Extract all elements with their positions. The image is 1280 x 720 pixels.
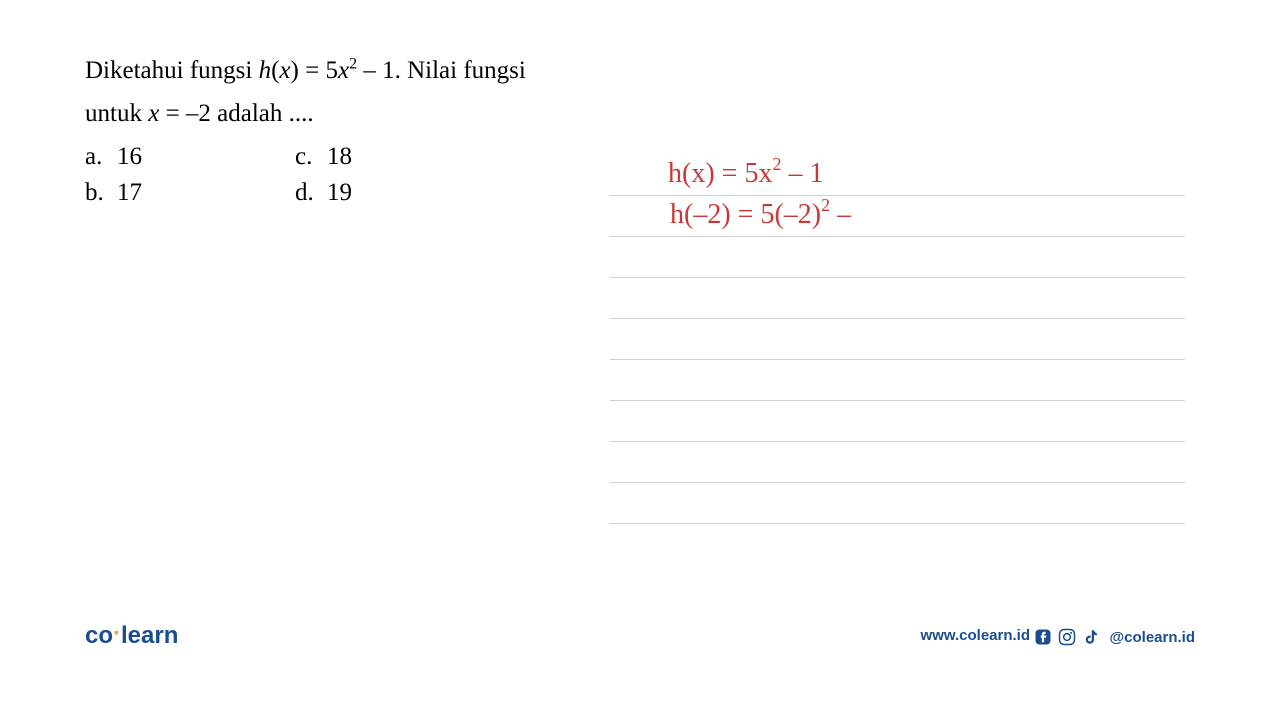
- socials: @colearn.id: [1034, 628, 1195, 646]
- q-post: – 1. Nilai fungsi: [357, 57, 526, 84]
- option-d: d.19: [295, 179, 505, 207]
- option-value: 17: [117, 179, 142, 206]
- hw2-exp: 2: [821, 195, 830, 215]
- hw2-b: –: [830, 199, 851, 230]
- hw2-a: h(–2) = 5(–2): [670, 199, 821, 230]
- q-eq: ) = 5: [291, 57, 338, 84]
- hw1-exp: 2: [772, 154, 781, 174]
- logo-learn: learn: [121, 622, 178, 649]
- ruled-line: [610, 442, 1185, 483]
- q2-var: x: [148, 100, 159, 127]
- q-func: h: [259, 57, 272, 84]
- question-area: Diketahui fungsi h(x) = 5x2 – 1. Nilai f…: [85, 50, 595, 207]
- logo: co·learn: [85, 622, 178, 650]
- ruled-line: h(x) = 5x2 – 1: [610, 155, 1185, 196]
- website-url: www.colearn.id: [921, 627, 1030, 644]
- ruled-line: [610, 401, 1185, 442]
- option-a: a.16: [85, 143, 295, 171]
- handwriting-area: h(x) = 5x2 – 1 h(–2) = 5(–2)2 –: [610, 155, 1185, 524]
- handwriting-line-1: h(x) = 5x2 – 1: [668, 158, 823, 190]
- handwriting-line-2: h(–2) = 5(–2)2 –: [670, 199, 851, 231]
- ruled-line: [610, 360, 1185, 401]
- hw1-b: – 1: [781, 158, 823, 189]
- social-handle: @colearn.id: [1110, 629, 1195, 646]
- option-letter: a.: [85, 143, 117, 171]
- ruled-line: [610, 237, 1185, 278]
- question-line-2: untuk x = –2 adalah ....: [85, 93, 595, 136]
- question-line-1: Diketahui fungsi h(x) = 5x2 – 1. Nilai f…: [85, 50, 595, 93]
- logo-dot: ·: [113, 620, 121, 647]
- option-value: 18: [327, 143, 352, 170]
- ruled-line: [610, 278, 1185, 319]
- q-exp: 2: [349, 56, 357, 73]
- q-text: Diketahui fungsi: [85, 57, 259, 84]
- option-value: 19: [327, 179, 352, 206]
- option-b: b.17: [85, 179, 295, 207]
- option-value: 16: [117, 143, 142, 170]
- q2-post: = –2 adalah ....: [159, 100, 313, 127]
- options-grid: a.16 c.18 b.17 d.19: [85, 143, 595, 207]
- facebook-icon: [1034, 628, 1052, 646]
- ruled-line: h(–2) = 5(–2)2 –: [610, 196, 1185, 237]
- option-c: c.18: [295, 143, 505, 171]
- footer: co·learn www.colearn.id @colearn.id: [0, 610, 1280, 650]
- ruled-line: [610, 483, 1185, 524]
- option-letter: d.: [295, 179, 327, 207]
- hw1-a: h(x) = 5x: [668, 158, 772, 189]
- q2-pre: untuk: [85, 100, 148, 127]
- q-var: x: [279, 57, 290, 84]
- ruled-line: [610, 319, 1185, 360]
- q-var2: x: [338, 57, 349, 84]
- option-letter: c.: [295, 143, 327, 171]
- logo-co: co: [85, 622, 113, 649]
- option-letter: b.: [85, 179, 117, 207]
- tiktok-icon: [1082, 628, 1100, 646]
- instagram-icon: [1058, 628, 1076, 646]
